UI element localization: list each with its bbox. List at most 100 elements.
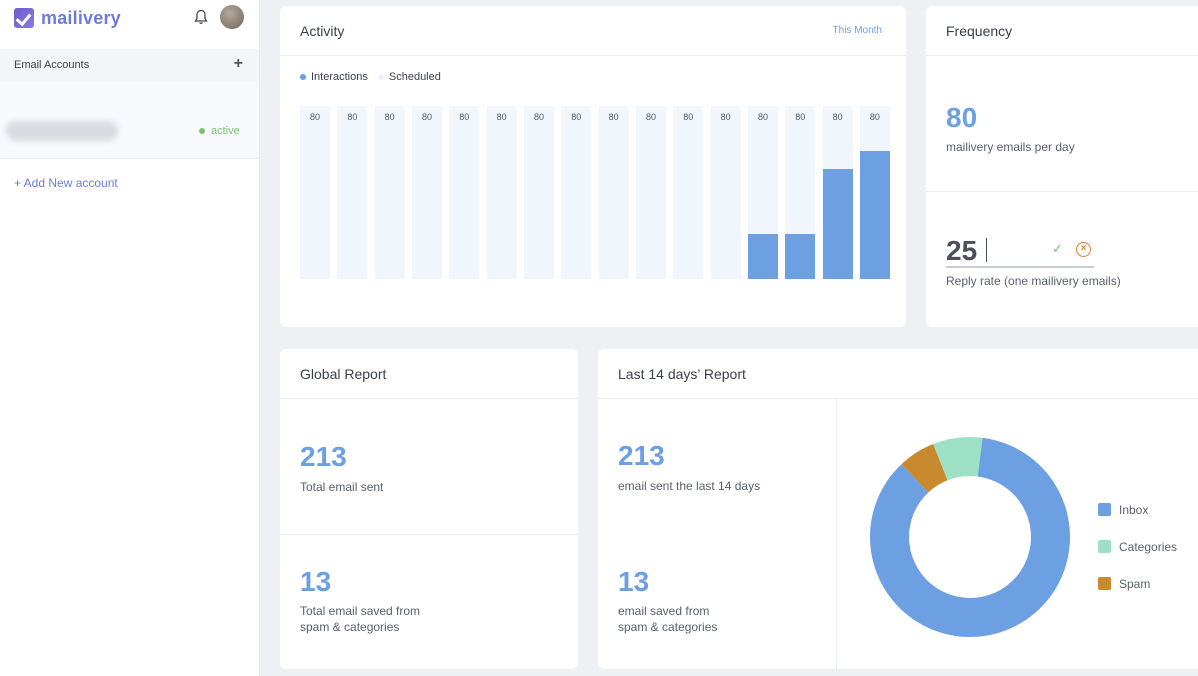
total-saved-label-line2: spam & categories <box>300 620 400 634</box>
text-caret <box>986 238 987 262</box>
bar-data-label: 80 <box>832 112 843 122</box>
activity-title: Activity <box>300 23 345 39</box>
bar-data-label: 80 <box>795 112 806 122</box>
card-divider <box>280 534 578 535</box>
scheduled-bar: 80 <box>411 106 442 279</box>
scheduled-bar: 80 <box>822 106 853 279</box>
interactions-bar <box>747 233 778 279</box>
bar-data-label: 80 <box>683 112 694 122</box>
activity-legend: Interactions Scheduled <box>300 71 441 83</box>
scheduled-legend-label: Scheduled <box>388 71 441 83</box>
add-new-account-link[interactable]: + Add New account <box>14 176 118 190</box>
activity-card: Activity This Month Interactions Schedul… <box>280 6 906 327</box>
scheduled-bar: 80 <box>785 106 816 279</box>
frequency-card: Frequency 80 mailivery emails per day 25… <box>926 6 1198 327</box>
donut-slice-spam <box>901 444 948 493</box>
last14-sent-value: 213 <box>618 440 665 471</box>
scheduled-bar: 80 <box>374 106 405 279</box>
this-month-filter[interactable]: This Month <box>832 25 882 36</box>
last14-saved-label-line2: spam & categories <box>618 620 718 634</box>
brand[interactable]: mailivery <box>14 6 121 30</box>
interactions-bar <box>785 233 816 279</box>
scheduled-bar: 80 <box>561 106 592 279</box>
scheduled-bar: 80 <box>486 106 517 279</box>
card-divider <box>598 398 1198 399</box>
last14-saved-label-line1: email saved from <box>618 604 710 618</box>
emails-per-day-value: 80 <box>946 102 978 133</box>
bar-data-label: 80 <box>384 112 395 122</box>
interactions-bar <box>859 151 890 279</box>
interactions-legend-icon <box>300 74 306 80</box>
interactions-legend-label: Interactions <box>311 71 368 83</box>
email-distribution-donut-chart <box>870 437 1070 637</box>
bar-data-label: 80 <box>608 112 619 122</box>
last14-title: Last 14 days’ Report <box>618 366 746 382</box>
bar-data-label: 80 <box>459 112 470 122</box>
cancel-close-icon[interactable]: × <box>1076 242 1091 257</box>
reply-rate-value: 25 <box>946 235 978 266</box>
total-sent-value: 213 <box>300 441 347 472</box>
scheduled-bar: 80 <box>449 106 480 279</box>
confirm-check-icon[interactable]: ✓ <box>1052 241 1063 256</box>
scheduled-bar: 80 <box>747 106 778 279</box>
scheduled-bar: 80 <box>598 106 629 279</box>
legend-item-categories: Categories <box>1098 528 1177 565</box>
legend-swatch-icon <box>1098 577 1111 590</box>
email-accounts-header: Email Accounts + <box>0 49 259 81</box>
donut-slice-inbox <box>870 437 1070 637</box>
legend-label: Spam <box>1119 576 1151 591</box>
bar-data-label: 80 <box>347 112 358 122</box>
scheduled-bar: 80 <box>337 106 368 279</box>
scheduled-legend-icon <box>377 74 384 80</box>
reply-rate-input[interactable]: 25 ✓ × <box>946 232 1094 268</box>
total-saved-value: 13 <box>300 566 332 597</box>
email-accounts-label: Email Accounts <box>14 59 90 71</box>
account-email-blurred <box>6 121 118 141</box>
scheduled-bar: 80 <box>859 106 890 279</box>
card-divider <box>926 191 1198 192</box>
status-dot-icon <box>199 128 205 134</box>
add-account-plus-icon[interactable]: + <box>233 55 243 72</box>
legend-swatch-icon <box>1098 503 1111 516</box>
emails-per-day-label: mailivery emails per day <box>946 140 1075 154</box>
column-divider <box>836 398 837 669</box>
bar-data-label: 80 <box>421 112 432 122</box>
reply-rate-label: Reply rate (one mailivery emails) <box>946 274 1121 288</box>
activity-bar-chart: 80 80 80 80 80 80 80 80 80 80 80 80 80 80 80 80 <box>300 106 890 279</box>
card-divider <box>280 55 906 56</box>
legend-item-inbox: Inbox <box>1098 491 1177 528</box>
bar-data-label: 80 <box>533 112 544 122</box>
bar-data-label: 80 <box>645 112 656 122</box>
avatar[interactable] <box>220 5 244 29</box>
total-saved-label-line1: Total email saved from <box>300 604 421 618</box>
status-badge: active <box>199 125 240 137</box>
global-report-card: Global Report 213 Total email sent 13 To… <box>280 349 578 669</box>
legend-label: Categories <box>1119 539 1178 554</box>
scheduled-bar: 80 <box>673 106 704 279</box>
mailivery-logo-icon <box>14 8 34 28</box>
legend-label: Inbox <box>1119 502 1149 517</box>
total-sent-label: Total email sent <box>300 480 384 494</box>
interactions-bar <box>822 168 853 279</box>
card-divider <box>926 55 1198 56</box>
donut-slice-categories <box>933 437 983 481</box>
scheduled-bar: 80 <box>300 106 330 279</box>
brand-name: mailivery <box>41 7 121 28</box>
global-report-title: Global Report <box>300 366 387 382</box>
donut-legend: Inbox Categories Spam <box>1098 491 1177 602</box>
scheduled-bar: 80 <box>710 106 741 279</box>
bar-data-label: 80 <box>571 112 582 122</box>
card-divider <box>280 398 578 399</box>
sidebar: mailivery Email Accounts + active + Add … <box>0 0 260 676</box>
last14-saved-value: 13 <box>618 566 650 597</box>
last-14-days-report-card: Last 14 days’ Report 213 email sent the … <box>598 349 1198 669</box>
bell-icon[interactable] <box>194 9 208 25</box>
legend-item-spam: Spam <box>1098 565 1177 602</box>
bar-data-label: 80 <box>869 112 880 122</box>
scheduled-bar: 80 <box>523 106 554 279</box>
bar-data-label: 80 <box>720 112 731 122</box>
scheduled-bar: 80 <box>635 106 666 279</box>
account-item[interactable]: active <box>0 81 259 159</box>
bar-data-label: 80 <box>757 112 768 122</box>
legend-swatch-icon <box>1098 540 1111 553</box>
